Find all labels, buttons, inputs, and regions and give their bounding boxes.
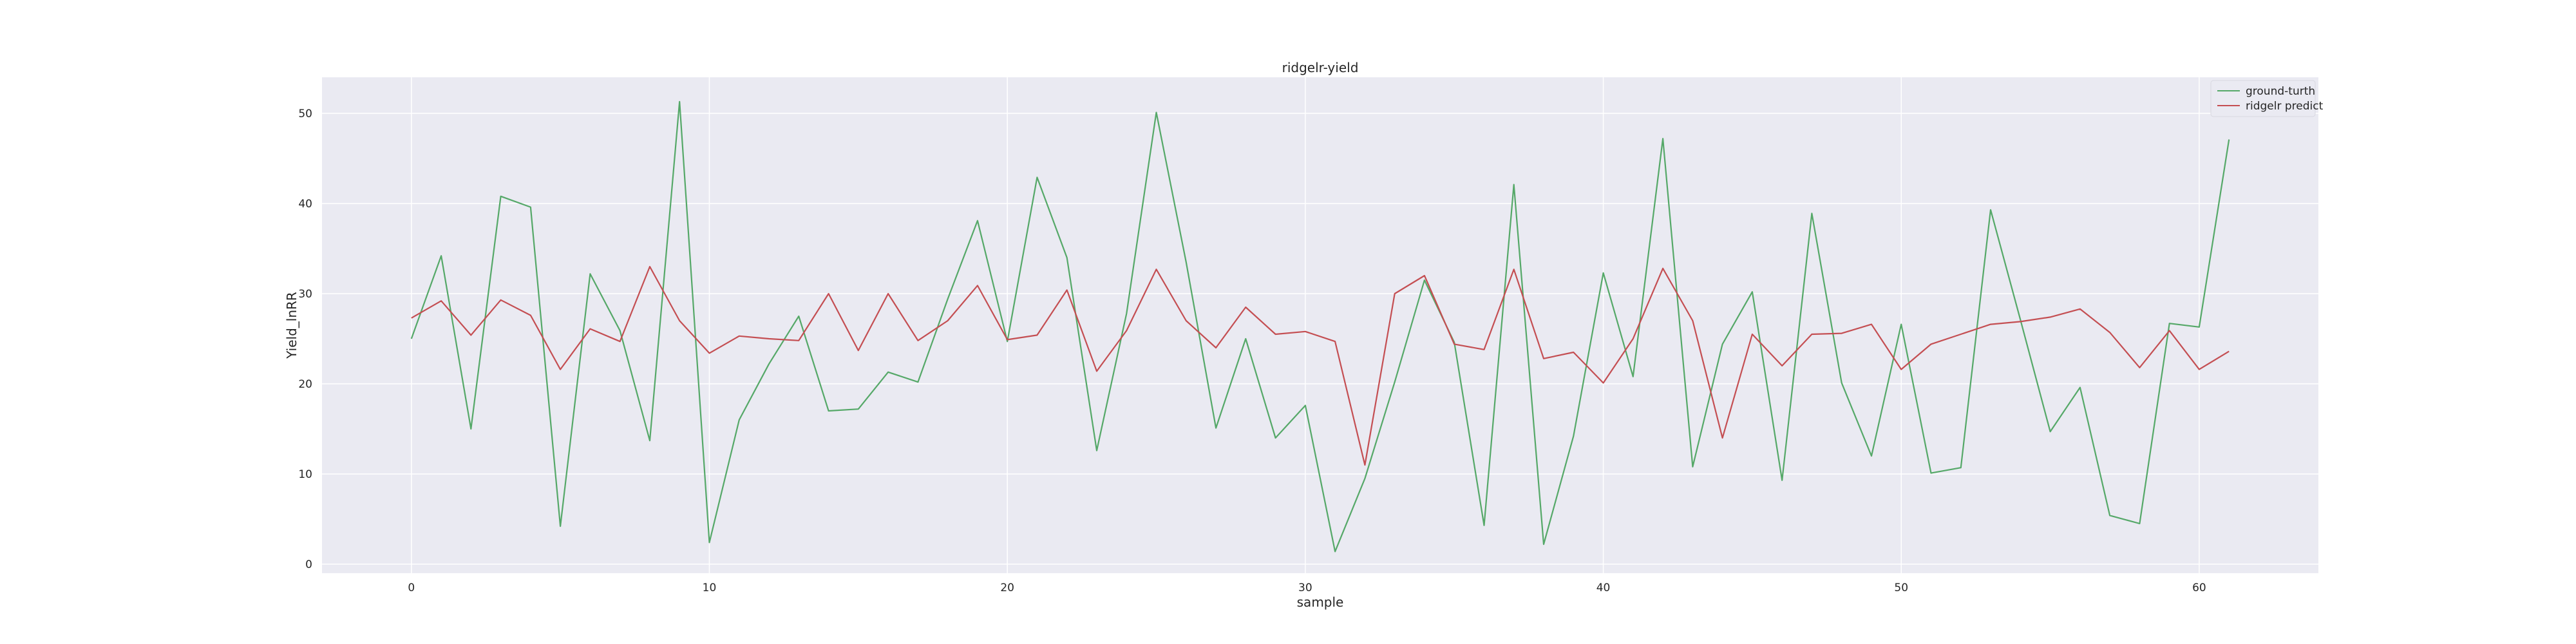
x-tick-label: 60 xyxy=(2192,582,2206,594)
x-axis-label: sample xyxy=(1297,594,1344,610)
y-tick-label: 20 xyxy=(298,378,312,391)
chart-title: ridgelr-yield xyxy=(1282,60,1359,75)
grid xyxy=(322,77,2318,573)
x-tick-label: 20 xyxy=(1000,582,1014,594)
x-tick-label: 0 xyxy=(408,582,415,594)
y-axis-label: Yield_lnRR xyxy=(284,292,299,359)
y-tick-label: 10 xyxy=(298,468,312,481)
x-tick-label: 40 xyxy=(1596,582,1611,594)
x-tick-label: 10 xyxy=(703,582,717,594)
legend-label-ground-turth: ground-turth xyxy=(2246,85,2315,98)
x-tick-label: 50 xyxy=(1894,582,1908,594)
x-tick-labels: 0 10 20 30 40 50 60 xyxy=(408,582,2206,594)
x-tick-label: 30 xyxy=(1298,582,1312,594)
series-line-ridgelr-predict xyxy=(411,265,2230,466)
y-tick-label: 0 xyxy=(305,558,312,571)
y-tick-label: 50 xyxy=(298,108,312,120)
y-tick-labels: 0 10 20 30 40 50 xyxy=(298,108,312,571)
y-tick-label: 30 xyxy=(298,288,312,301)
legend-box xyxy=(2210,80,2316,117)
series-line-ground-turth xyxy=(410,100,2230,553)
plot-area xyxy=(322,77,2318,573)
legend: ground-turth ridgelr predict xyxy=(2210,80,2324,117)
y-tick-label: 40 xyxy=(298,198,312,211)
series-layer xyxy=(410,100,2230,553)
legend-label-ridgelr-predict: ridgelr predict xyxy=(2246,100,2324,113)
